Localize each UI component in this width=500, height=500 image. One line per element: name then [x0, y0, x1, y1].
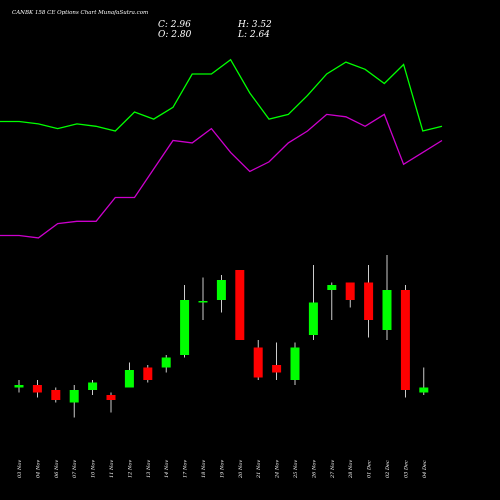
- candle: [327, 282, 337, 320]
- x-tick-label: 18 Nov: [201, 460, 207, 478]
- candle-body: [382, 290, 392, 330]
- upper-line-series: [0, 58, 443, 132]
- candle: [51, 387, 61, 403]
- candle-body: [32, 385, 42, 393]
- candle: [419, 367, 429, 395]
- x-tick-label: 12 Nov: [127, 460, 133, 478]
- candle-body: [88, 382, 98, 390]
- candle-body: [345, 282, 355, 300]
- candle: [272, 342, 282, 380]
- candle: [124, 362, 134, 388]
- x-tick-label: 25 Nov: [293, 460, 299, 479]
- x-tick-label: 26 Nov: [311, 460, 317, 479]
- candle: [143, 365, 153, 383]
- candle-body: [308, 302, 318, 335]
- candle-body: [69, 390, 79, 403]
- x-tick-label: 27 Nov: [330, 460, 336, 479]
- x-tick-label: 04 Nov: [35, 460, 41, 478]
- candle: [180, 285, 190, 358]
- candle: [382, 255, 392, 340]
- candle-body: [124, 370, 134, 388]
- candle-body: [253, 347, 263, 378]
- x-tick-label: 11 Nov: [109, 460, 115, 478]
- candle-body: [14, 385, 24, 388]
- candle-body: [419, 387, 429, 393]
- x-tick-label: 10 Nov: [91, 460, 97, 478]
- x-tick-label: 24 Nov: [275, 460, 281, 479]
- close-value: C: 2.96: [158, 20, 191, 30]
- x-axis-ticks: 03 Nov 04 Nov 06 Nov 07 Nov 10 Nov 11 Nov 12 N…: [17, 460, 428, 479]
- candle-body: [51, 390, 61, 400]
- candle: [253, 340, 263, 380]
- candle: [14, 380, 24, 393]
- lower-line-series: [0, 113, 443, 239]
- candlesticks: [14, 255, 429, 418]
- x-tick-label: 13 Nov: [146, 460, 152, 478]
- candle: [290, 342, 300, 385]
- candle-body: [106, 395, 116, 400]
- candle-body: [272, 365, 282, 373]
- chart-title: CANBK 158 CE Options Chart MunafaSutra.c…: [12, 10, 148, 16]
- candle-body: [143, 367, 153, 380]
- x-tick-label: 02 Dec: [385, 460, 391, 478]
- candle: [364, 265, 374, 338]
- indicator-lines: [0, 58, 443, 239]
- candle-body: [235, 270, 245, 340]
- x-tick-label: 21 Nov: [256, 460, 262, 479]
- candle-body: [364, 282, 374, 320]
- x-tick-label: 17 Nov: [183, 460, 189, 478]
- candle-body: [290, 347, 300, 380]
- candle-body: [198, 301, 208, 303]
- x-tick-label: 14 Nov: [164, 460, 170, 478]
- candle: [308, 265, 318, 340]
- low-value: L: 2.64: [237, 30, 270, 40]
- candle: [32, 380, 42, 398]
- x-tick-label: 28 Nov: [348, 460, 354, 479]
- candle-body: [180, 300, 190, 355]
- candle: [400, 285, 410, 398]
- candle: [198, 277, 208, 320]
- x-tick-label: 03 Nov: [17, 460, 23, 478]
- x-tick-label: 04 Dec: [422, 460, 428, 478]
- x-tick-label: 01 Dec: [367, 460, 373, 478]
- x-tick-label: 03 Dec: [403, 460, 409, 478]
- candle: [216, 275, 226, 313]
- candle-body: [216, 280, 226, 300]
- candle: [235, 270, 245, 340]
- candle-body: [400, 290, 410, 390]
- x-tick-label: 19 Nov: [219, 460, 225, 478]
- candle: [161, 355, 171, 373]
- open-value: O: 2.80: [158, 30, 192, 40]
- candle: [106, 392, 116, 413]
- candle: [88, 380, 98, 395]
- x-tick-label: 06 Nov: [54, 460, 60, 478]
- candle-body: [161, 357, 171, 368]
- x-tick-label: 07 Nov: [72, 460, 78, 478]
- high-value: H: 3.52: [237, 20, 272, 30]
- candle: [345, 282, 355, 308]
- x-tick-label: 20 Nov: [238, 460, 244, 479]
- candle: [69, 385, 79, 418]
- candle-body: [327, 285, 337, 290]
